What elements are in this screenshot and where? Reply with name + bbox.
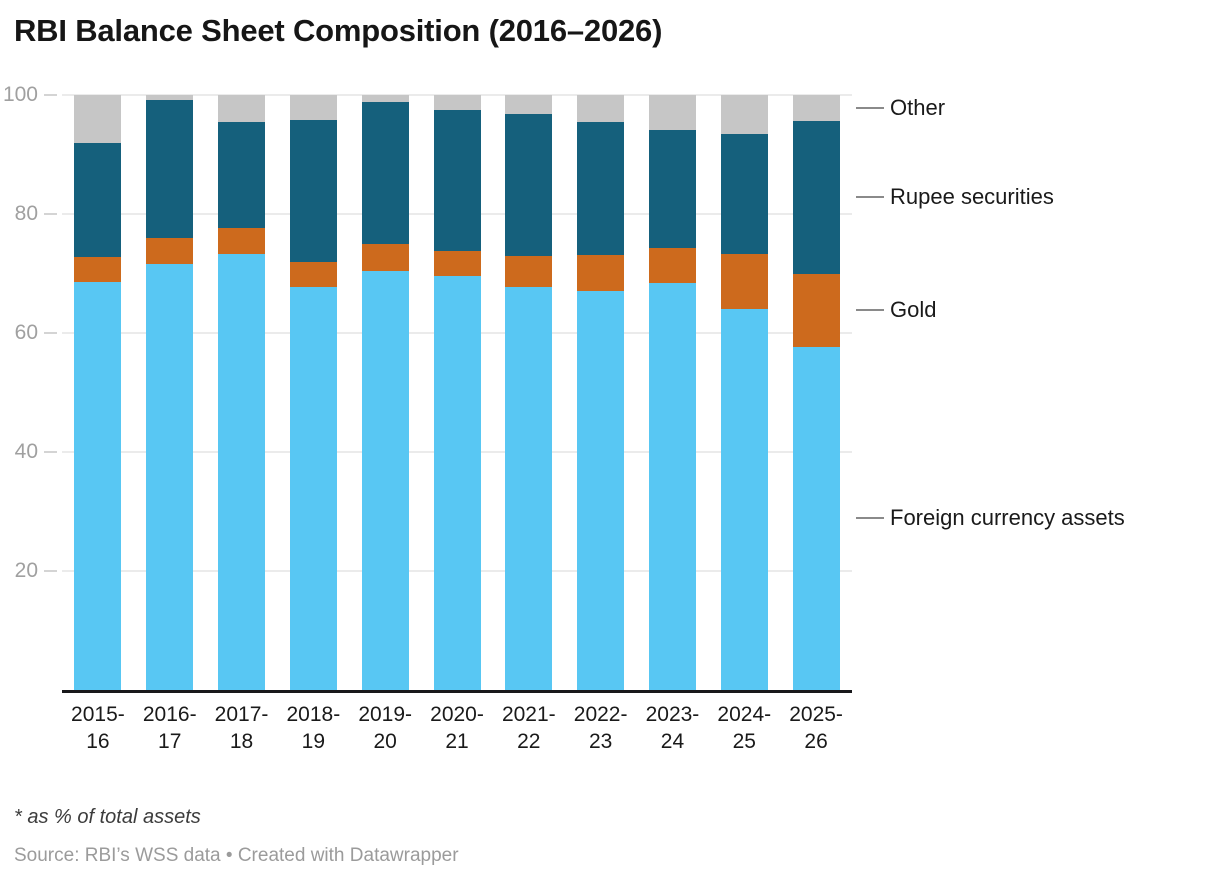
bar-segment-rupee-securities[interactable] <box>146 100 194 239</box>
y-axis-tick <box>44 570 57 572</box>
legend-label-rupee-securities: Rupee securities <box>890 184 1054 210</box>
bar-segment-rupee-securities[interactable] <box>720 134 768 255</box>
bar-segment-foreign-currency-assets[interactable] <box>433 276 481 690</box>
bar-segment-foreign-currency-assets[interactable] <box>361 271 409 690</box>
bar-segment-other[interactable] <box>577 95 625 122</box>
bar-segment-gold[interactable] <box>505 256 553 287</box>
y-axis-label: 60 <box>14 321 38 344</box>
bar-segment-rupee-securities[interactable] <box>289 119 337 263</box>
bar-segment-rupee-securities[interactable] <box>433 109 481 252</box>
y-axis-label: 40 <box>14 440 38 463</box>
y-axis-label: 20 <box>14 559 38 582</box>
bar-segment-rupee-securities[interactable] <box>577 121 625 256</box>
bar-segment-rupee-securities[interactable] <box>74 143 122 258</box>
bar-segment-foreign-currency-assets[interactable] <box>289 287 337 690</box>
x-axis-label: 2024- 25 <box>717 703 772 754</box>
bar-segment-rupee-securities[interactable] <box>505 114 553 257</box>
x-axis-label: 2019- 20 <box>358 703 413 754</box>
x-axis-baseline <box>62 690 852 693</box>
bar-segment-gold[interactable] <box>433 251 481 277</box>
legend-connector <box>856 106 884 109</box>
bar-segment-gold[interactable] <box>361 243 409 272</box>
bar-segment-foreign-currency-assets[interactable] <box>792 346 840 690</box>
legend-label-other: Other <box>890 94 946 120</box>
bar-segment-foreign-currency-assets[interactable] <box>505 286 553 690</box>
bar-segment-other[interactable] <box>648 95 696 130</box>
x-axis-label: 2021- 22 <box>501 703 556 754</box>
chart-footnote: * as % of total assets <box>14 806 201 828</box>
bar-segment-other[interactable] <box>720 95 768 135</box>
bar-segment-gold[interactable] <box>289 262 337 288</box>
chart-source-line: Source: RBI’s WSS data • Created with Da… <box>14 845 459 866</box>
bar-segment-gold[interactable] <box>577 255 625 291</box>
x-axis-label: 2015- 16 <box>71 703 125 754</box>
x-axis-label: 2016- 17 <box>142 703 197 754</box>
legend-label-gold: Gold <box>890 297 937 323</box>
legend-connector <box>856 196 884 199</box>
bar-segment-foreign-currency-assets[interactable] <box>577 290 625 690</box>
plot-area: 20 40 60 80 100 2015- 16 2016- 17 2017- 18 2018-… <box>2 83 1125 754</box>
bar-segment-other[interactable] <box>361 95 409 103</box>
x-axis-label: 2020- 21 <box>430 703 484 754</box>
bar-segment-gold[interactable] <box>218 228 266 254</box>
y-axis-tick <box>44 332 57 334</box>
bar-segment-foreign-currency-assets[interactable] <box>720 308 768 690</box>
bar-segment-rupee-securities[interactable] <box>218 122 266 229</box>
y-axis-tick <box>44 451 57 453</box>
legend-connector <box>856 309 884 312</box>
y-axis-tick <box>44 94 57 96</box>
bar-segment-other[interactable] <box>74 95 122 144</box>
bar-segment-gold[interactable] <box>720 254 768 309</box>
y-axis-label: 80 <box>14 202 38 225</box>
x-axis-label: 2017- 18 <box>214 703 269 754</box>
bar-segment-other[interactable] <box>218 95 266 123</box>
bar-segment-gold[interactable] <box>74 257 122 282</box>
legend-connector <box>856 517 884 520</box>
bar-segment-rupee-securities[interactable] <box>648 129 696 248</box>
bar-segment-foreign-currency-assets[interactable] <box>146 263 194 690</box>
bar-segment-other[interactable] <box>505 95 553 115</box>
x-axis-label: 2025- 26 <box>789 703 843 754</box>
chart-title: RBI Balance Sheet Composition (2016–2026… <box>14 13 663 48</box>
bar-segment-other[interactable] <box>433 95 481 110</box>
y-axis-tick <box>44 213 57 215</box>
bar-segment-foreign-currency-assets[interactable] <box>218 253 266 690</box>
x-axis-label: 2023- 24 <box>645 703 700 754</box>
bar-segment-other[interactable] <box>289 95 337 120</box>
y-axis-label: 100 <box>2 83 38 106</box>
bar-segment-other[interactable] <box>146 95 194 101</box>
bar-segment-foreign-currency-assets[interactable] <box>74 281 122 690</box>
bar-segment-gold[interactable] <box>146 238 194 264</box>
bar-segment-foreign-currency-assets[interactable] <box>648 283 696 690</box>
bar-segment-other[interactable] <box>792 95 840 121</box>
legend-label-foreign-currency-assets: Foreign currency assets <box>890 505 1125 531</box>
x-axis-label: 2022- 23 <box>573 703 628 754</box>
bar-segment-gold[interactable] <box>792 274 840 347</box>
bar-segment-gold[interactable] <box>648 247 696 283</box>
x-axis-label: 2018- 19 <box>286 703 341 754</box>
bar-segment-rupee-securities[interactable] <box>361 102 409 244</box>
bar-segment-rupee-securities[interactable] <box>792 120 840 275</box>
